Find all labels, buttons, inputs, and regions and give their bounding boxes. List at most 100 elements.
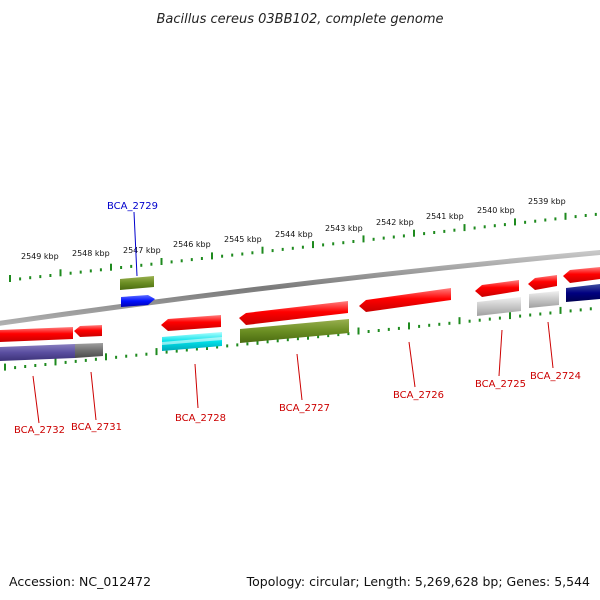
gene-feature-bca-2727[interactable] [240, 319, 349, 343]
gene-label-bca-2729[interactable]: BCA_2729 [107, 201, 158, 212]
ruler-minor-tick [569, 309, 572, 313]
ruler-minor-tick [493, 224, 496, 228]
gene-label-bca-2727[interactable]: BCA_2727 [279, 403, 330, 414]
gene-feature-forward-green[interactable] [120, 276, 154, 290]
ruler-minor-tick [24, 365, 27, 368]
ruler-minor-tick [594, 212, 597, 216]
ruler-minor-tick [519, 314, 522, 318]
ruler-minor-tick [382, 236, 385, 240]
gene-label-bca-2726[interactable]: BCA_2726 [393, 390, 444, 401]
ruler-minor-tick [231, 253, 234, 257]
ruler-label-2540: 2540 kbp [477, 206, 515, 215]
ruler-minor-tick [190, 258, 193, 262]
ruler-minor-tick [74, 359, 77, 363]
gene-feature-red-2724[interactable] [528, 275, 557, 290]
gene-feature-bca-2728[interactable] [162, 332, 222, 351]
gene-feature-red-2728[interactable] [161, 315, 221, 331]
ruler-minor-tick [266, 340, 269, 344]
ruler-minor-tick [539, 312, 542, 316]
ruler-minor-tick [397, 326, 400, 330]
gene-feature-bca-2729[interactable] [121, 295, 155, 307]
ruler-minor-tick [165, 350, 168, 354]
ruler-minor-tick [79, 270, 82, 274]
gene-feature-right-red[interactable] [563, 267, 600, 283]
ruler-label-2549: 2549 kbp [21, 252, 59, 261]
ruler-minor-tick [241, 252, 244, 256]
ruler-major-tick [463, 224, 466, 232]
ruler-label-2539: 2539 kbp [528, 197, 566, 206]
gene-feature-bca-2725[interactable] [477, 297, 521, 316]
ruler-minor-tick [251, 251, 254, 255]
ruler-minor-tick [185, 348, 188, 352]
ruler-minor-tick [296, 337, 299, 341]
ruler-minor-tick [392, 235, 395, 239]
ruler-minor-tick [125, 354, 128, 358]
ruler-minor-tick [579, 308, 582, 312]
gene-feature-red-2727[interactable] [239, 301, 348, 325]
leader-line-bca-2725 [498, 329, 503, 377]
ruler-minor-tick [503, 223, 506, 227]
ruler-major-tick [155, 348, 158, 356]
ruler-minor-tick [120, 266, 123, 269]
ruler-minor-tick [69, 271, 72, 275]
ruler-minor-tick [337, 333, 340, 337]
gene-feature-left-red[interactable] [0, 327, 73, 342]
gene-feature-bca-2731-red[interactable] [74, 325, 102, 337]
ruler-major-tick [564, 212, 567, 220]
ruler-minor-tick [145, 352, 148, 356]
ruler-major-tick [211, 252, 213, 260]
ruler-minor-tick [534, 219, 537, 223]
ruler-minor-tick [478, 318, 481, 322]
gene-feature-bca-2732[interactable] [0, 344, 75, 361]
ruler-minor-tick [589, 307, 592, 311]
ruler-minor-tick [377, 329, 380, 332]
ruler-major-tick [9, 275, 11, 282]
gene-label-bca-2725[interactable]: BCA_2725 [475, 379, 526, 390]
ruler-major-tick [514, 218, 516, 226]
ruler-label-2542: 2542 kbp [376, 218, 414, 227]
ruler-minor-tick [443, 229, 446, 233]
leader-line-bca-2727 [296, 353, 303, 401]
ruler-minor-tick [301, 245, 304, 249]
ruler-minor-tick [64, 360, 67, 364]
ruler-minor-tick [216, 345, 219, 349]
gene-feature-bca-2731[interactable] [75, 343, 103, 358]
gene-feature-bca-2726[interactable] [359, 288, 451, 312]
ruler-minor-tick [276, 339, 279, 343]
ruler-minor-tick [428, 323, 431, 327]
gene-feature-bca-2724[interactable] [529, 291, 559, 308]
ruler-minor-tick [115, 355, 118, 359]
position-ruler-upper [9, 212, 597, 282]
ruler-minor-tick [433, 231, 436, 234]
ruler-minor-tick [584, 214, 587, 217]
ruler-minor-tick [49, 274, 52, 277]
ruler-minor-tick [195, 347, 198, 351]
ruler-minor-tick [135, 353, 138, 357]
ruler-major-tick [59, 269, 62, 277]
gene-label-bca-2731[interactable]: BCA_2731 [71, 422, 122, 433]
ruler-minor-tick [180, 259, 183, 263]
ruler-minor-tick [84, 358, 87, 362]
ruler-minor-tick [140, 263, 143, 267]
ruler-major-tick [413, 229, 415, 237]
gene-feature-right-navy[interactable] [566, 284, 600, 302]
ruler-minor-tick [271, 249, 274, 253]
ruler-minor-tick [322, 243, 325, 247]
gene-label-bca-2728[interactable]: BCA_2728 [175, 413, 226, 424]
ruler-minor-tick [473, 226, 476, 230]
ruler-minor-tick [246, 342, 249, 346]
ruler-minor-tick [387, 327, 390, 331]
gene-label-bca-2732[interactable]: BCA_2732 [14, 425, 65, 436]
genome-backbone [0, 249, 600, 326]
ruler-minor-tick [483, 225, 486, 229]
ruler-minor-tick [367, 330, 370, 333]
gene-feature-red-2725[interactable] [475, 280, 519, 297]
ruler-major-tick [509, 312, 511, 320]
ruler-label-2546: 2546 kbp [173, 240, 211, 249]
ruler-minor-tick [402, 234, 405, 238]
gene-label-bca-2724[interactable]: BCA_2724 [530, 371, 581, 382]
ruler-major-tick [105, 353, 107, 361]
ruler-minor-tick [438, 322, 441, 326]
leader-line-bca-2724 [547, 321, 554, 369]
